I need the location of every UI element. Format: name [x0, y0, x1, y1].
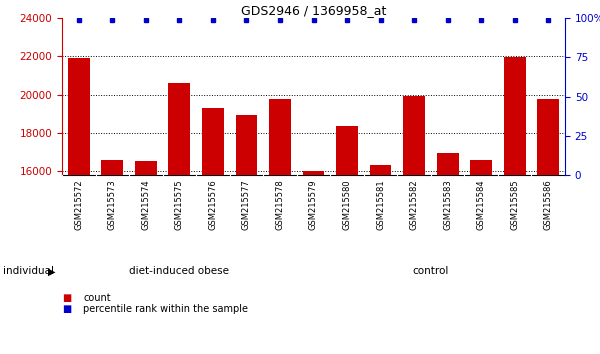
Text: ▶: ▶	[48, 267, 56, 276]
Text: GSM215582: GSM215582	[410, 179, 419, 230]
Bar	[101, 160, 123, 175]
Bar	[470, 160, 492, 175]
Bar	[236, 115, 257, 175]
Bar	[437, 153, 458, 175]
Bar	[202, 108, 224, 175]
Bar	[302, 171, 325, 175]
Text: individual: individual	[3, 267, 54, 276]
Text: GSM215580: GSM215580	[343, 179, 352, 230]
Text: percentile rank within the sample: percentile rank within the sample	[83, 304, 248, 314]
Text: ■: ■	[62, 293, 71, 303]
Text: GSM215586: GSM215586	[544, 179, 553, 230]
Title: GDS2946 / 1369958_at: GDS2946 / 1369958_at	[241, 4, 386, 17]
Bar	[370, 165, 391, 175]
Text: GSM215578: GSM215578	[275, 179, 284, 230]
Text: GSM215581: GSM215581	[376, 179, 385, 230]
Text: GSM215572: GSM215572	[74, 179, 83, 230]
Text: GSM215576: GSM215576	[208, 179, 217, 230]
Bar	[538, 99, 559, 175]
Text: diet-induced obese: diet-induced obese	[130, 267, 229, 276]
Text: count: count	[83, 293, 110, 303]
Text: GSM215573: GSM215573	[108, 179, 117, 230]
Text: GSM215579: GSM215579	[309, 179, 318, 230]
Text: GSM215577: GSM215577	[242, 179, 251, 230]
Text: GSM215583: GSM215583	[443, 179, 452, 230]
Bar	[68, 58, 89, 175]
Text: control: control	[413, 267, 449, 276]
Bar	[504, 57, 526, 175]
Bar	[336, 126, 358, 175]
Text: GSM215575: GSM215575	[175, 179, 184, 230]
Bar	[403, 96, 425, 175]
Bar	[135, 161, 157, 175]
Text: ■: ■	[62, 304, 71, 314]
Bar	[269, 99, 291, 175]
Text: GSM215584: GSM215584	[476, 179, 485, 230]
Text: GSM215585: GSM215585	[510, 179, 519, 230]
Text: GSM215574: GSM215574	[142, 179, 151, 230]
Bar	[169, 83, 190, 175]
